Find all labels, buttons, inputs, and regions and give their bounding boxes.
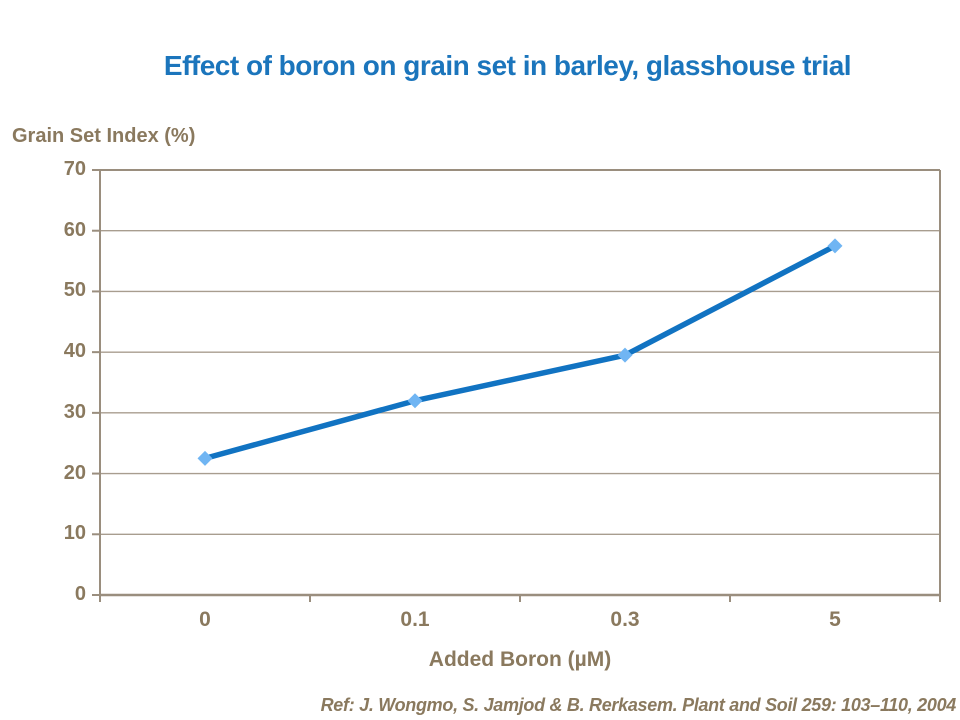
y-tick-label: 70 xyxy=(63,158,86,180)
x-tick-label: 0.1 xyxy=(400,608,430,631)
data-line xyxy=(202,243,838,462)
reference-citation: Ref: J. Wongmo, S. Jamjod & B. Rerkasem.… xyxy=(320,695,957,715)
x-tick-label: 0.3 xyxy=(610,608,640,631)
y-axis-title: Grain Set Index (%) xyxy=(12,125,196,147)
x-tick-label: 5 xyxy=(829,608,841,631)
data-point-marker xyxy=(197,450,213,466)
data-point-marker xyxy=(827,238,843,254)
y-tick-label: 0 xyxy=(74,583,86,605)
x-axis-title: Added Boron (µM) xyxy=(428,648,612,671)
data-point-marker xyxy=(407,393,423,409)
chart-title: Effect of boron on grain set in barley, … xyxy=(163,50,852,81)
y-tick-label: 60 xyxy=(63,218,86,241)
y-tick-label: 10 xyxy=(63,522,86,545)
y-tick-label: 20 xyxy=(63,461,86,484)
y-tick-label: 40 xyxy=(63,340,86,363)
y-tick-label: 30 xyxy=(63,400,86,423)
y-tick-label: 50 xyxy=(63,279,86,302)
data-point-marker xyxy=(617,347,633,363)
x-tick-label: 0 xyxy=(199,608,211,631)
